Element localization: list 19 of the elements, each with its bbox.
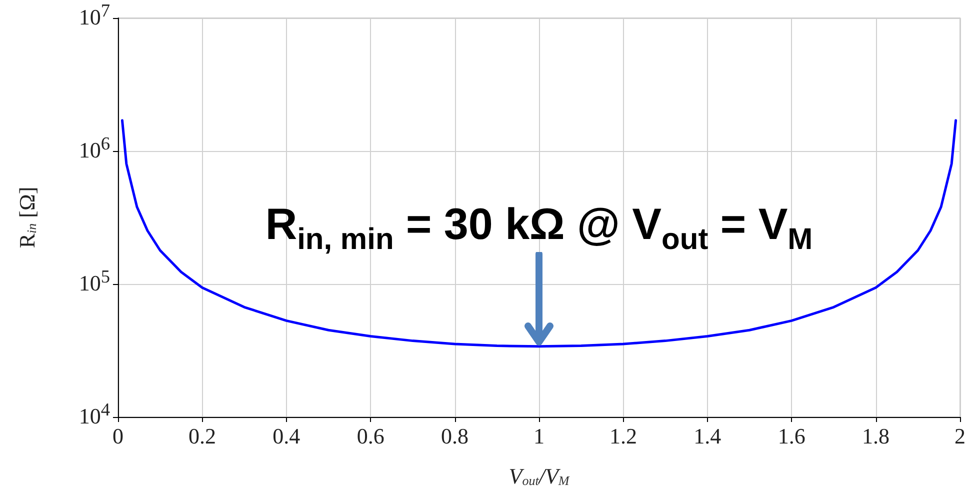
x-tick-label: 1.6 (778, 424, 806, 448)
x-tick-label: 1.8 (862, 424, 890, 448)
x-tick-label: 0.4 (272, 424, 300, 448)
x-tick-label: 0.2 (188, 424, 216, 448)
annotation: R$_{in, min}$ = 30 kΩ @ V$_{out}$ = V$_{M}$ (265, 200, 813, 256)
x-tick-label: 2 (954, 424, 966, 448)
y-tick-label: 10$^{6}$ (78, 133, 110, 163)
x-tick-label: 1.2 (609, 424, 637, 448)
x-tick-label: 1 (534, 424, 544, 448)
x-tick-label: 1.4 (694, 424, 722, 448)
y-tick-label: 10$^{4}$ (78, 399, 110, 429)
x-tick-label: 0.8 (441, 424, 469, 448)
x-tick-label: 0 (112, 424, 124, 448)
y-tick-label: 10$^{7}$ (78, 0, 110, 30)
line-series (120, 119, 958, 348)
x-axis-title: Vout/VM (508, 464, 570, 488)
y-axis-title: Rin [Ω] (14, 186, 40, 248)
x-tick-label: 0.6 (356, 424, 384, 448)
y-tick-label: 10$^{5}$ (78, 266, 110, 296)
